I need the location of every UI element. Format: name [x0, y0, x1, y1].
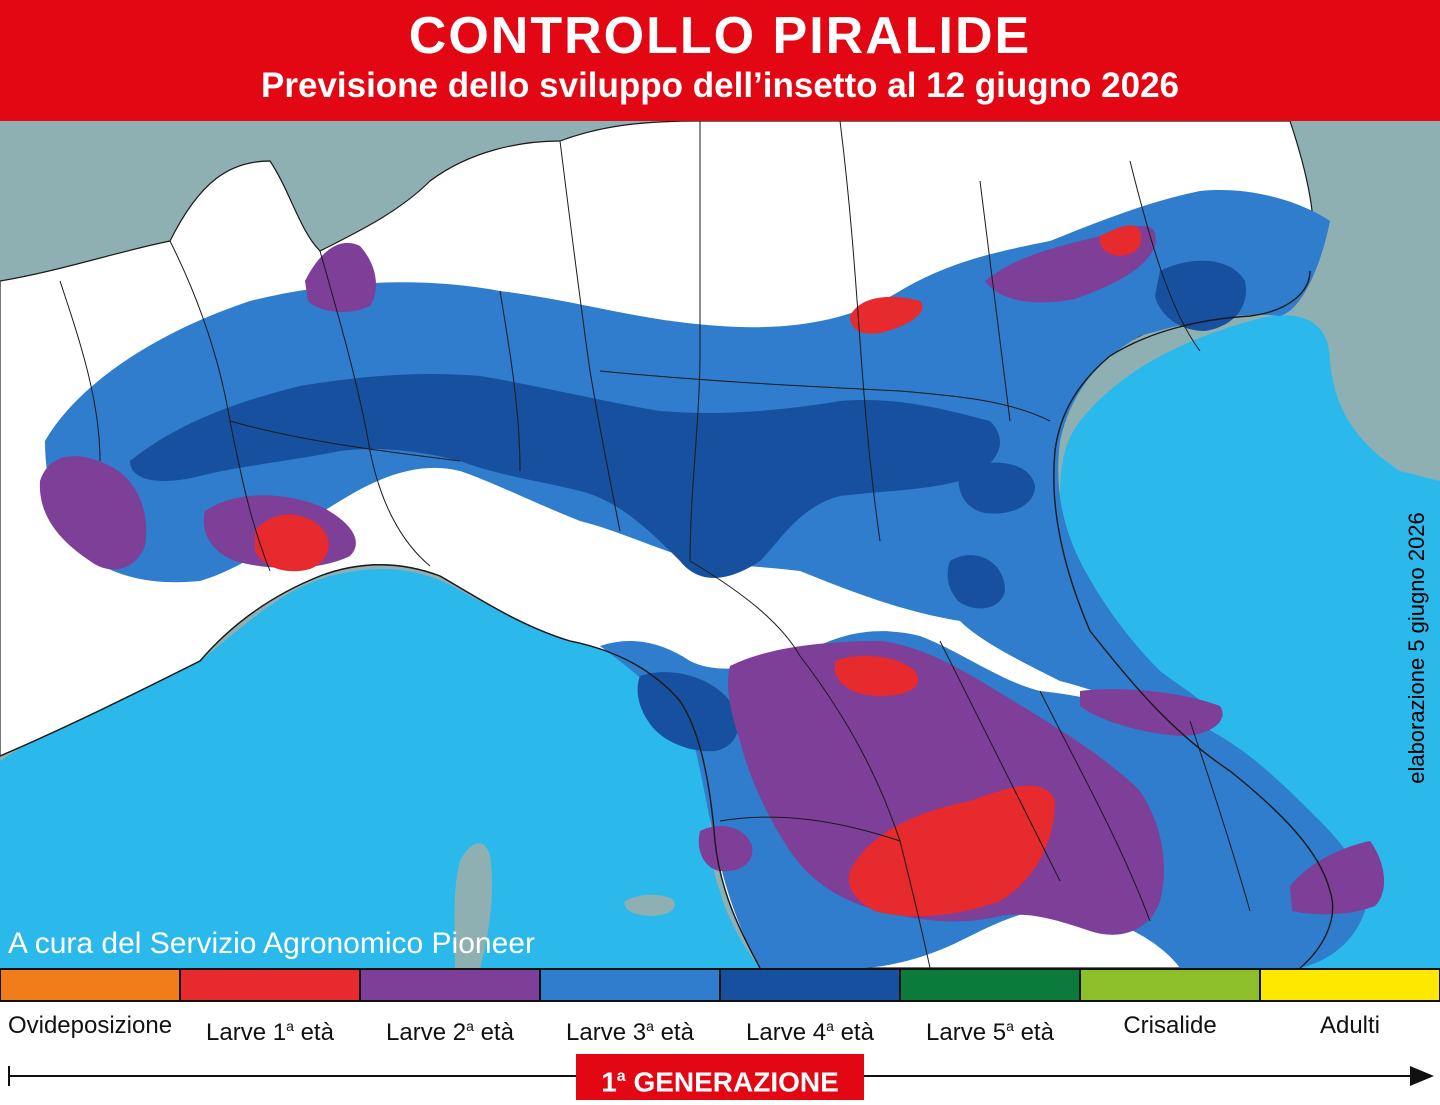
zone-larve-4-centre — [637, 672, 739, 752]
zone-larve-2-puglia — [1290, 841, 1385, 915]
legend-ordinal: a — [826, 1018, 834, 1034]
legend-ordinal: a — [646, 1018, 654, 1034]
zone-larve-2-adriatic — [1080, 689, 1223, 736]
island-corsica — [454, 843, 492, 968]
zone-larve-2-west — [39, 456, 147, 570]
zone-larve-4-north — [130, 374, 1000, 578]
legend-suffix: età — [653, 1019, 694, 1046]
legend-suffix: età — [473, 1019, 514, 1046]
legend-label: Adulti — [1260, 1006, 1440, 1046]
zone-larve-4-adriatic — [947, 555, 1005, 609]
legend-stage: Adulti — [1319, 1012, 1381, 1039]
legend-swatch — [180, 968, 360, 1002]
legend-label: Ovideposizione — [0, 1006, 180, 1046]
sea-area — [0, 568, 760, 968]
legend-swatch — [540, 968, 720, 1002]
zone-larve-4-east — [958, 462, 1035, 514]
zone-larve-1-friuli — [1099, 225, 1142, 256]
legend-swatch — [360, 968, 540, 1002]
legend-suffix: età — [833, 1019, 874, 1046]
legend-stage: Larve 3 — [566, 1019, 647, 1046]
header-banner: CONTROLLO PIRALIDE Previsione dello svil… — [0, 0, 1440, 121]
legend-stage: Larve 5 — [926, 1019, 1007, 1046]
zone-larve-1-umbria — [835, 655, 919, 696]
zone-larve-1-alps — [850, 296, 923, 334]
generation-label: GENERAZIONE — [625, 1066, 839, 1098]
sea-area-east — [1060, 315, 1440, 968]
coastline — [0, 270, 1334, 968]
legend-stage: Larve 1 — [206, 1019, 287, 1046]
region-borders — [59, 121, 1251, 968]
legend-stage: Crisalide — [1123, 1012, 1217, 1039]
legend-stage: Larve 4 — [746, 1019, 827, 1046]
legend-label: Larve 4a età — [720, 1006, 900, 1046]
generation-number: 1 — [601, 1066, 617, 1098]
legend-label: Larve 2a età — [360, 1006, 540, 1046]
arrow-right-icon — [1410, 1066, 1434, 1086]
page-title: CONTROLLO PIRALIDE — [408, 7, 1032, 65]
elaboration-date-note: elaborazione 5 giugno 2026 — [1404, 511, 1429, 784]
island-capri — [624, 894, 675, 916]
forecast-map — [0, 121, 1440, 968]
legend-ordinal: a — [286, 1018, 294, 1034]
legend-ordinal: a — [466, 1018, 474, 1034]
legend-swatch — [1080, 968, 1260, 1002]
generation-ordinal: a — [616, 1068, 626, 1085]
legend-ordinal: a — [1006, 1018, 1014, 1034]
legend-label: Larve 3a età — [540, 1006, 720, 1046]
legend-swatch — [900, 968, 1080, 1002]
page-subtitle: Previsione dello sviluppo dell’insetto a… — [260, 66, 1179, 105]
legend-stage: Larve 2 — [386, 1019, 467, 1046]
elaboration-date-note-wrap: elaborazione 5 giugno 2026 — [1401, 475, 1433, 820]
legend-color-bar — [0, 968, 1440, 1002]
map-area: elaborazione 5 giugno 2026 — [0, 121, 1440, 968]
foreign-land-northeast — [1300, 121, 1440, 461]
legend-swatch — [1260, 968, 1440, 1002]
legend-swatch — [720, 968, 900, 1002]
legend-stage: Ovideposizione — [7, 1012, 173, 1039]
legend-label: Larve 5a età — [900, 1006, 1080, 1046]
credit-text: A cura del Servizio Agronomico Pioneer — [8, 927, 535, 960]
legend-swatch — [0, 968, 180, 1002]
zone-larve-1-piemonte — [255, 514, 329, 572]
zone-larve-1-south — [848, 785, 1055, 917]
zone-larve-2-centre — [728, 641, 1164, 935]
legend-suffix: età — [1013, 1019, 1054, 1046]
legend-suffix: età — [293, 1019, 334, 1046]
legend-label: Larve 1a età — [180, 1006, 360, 1046]
legend-labels: Ovideposizione Larve 1a età Larve 2a età La… — [0, 1006, 1440, 1046]
zone-larve-2-campania — [698, 826, 753, 872]
legend-label: Crisalide — [1080, 1006, 1260, 1046]
generation-badge: 1a GENERAZIONE — [576, 1054, 864, 1100]
